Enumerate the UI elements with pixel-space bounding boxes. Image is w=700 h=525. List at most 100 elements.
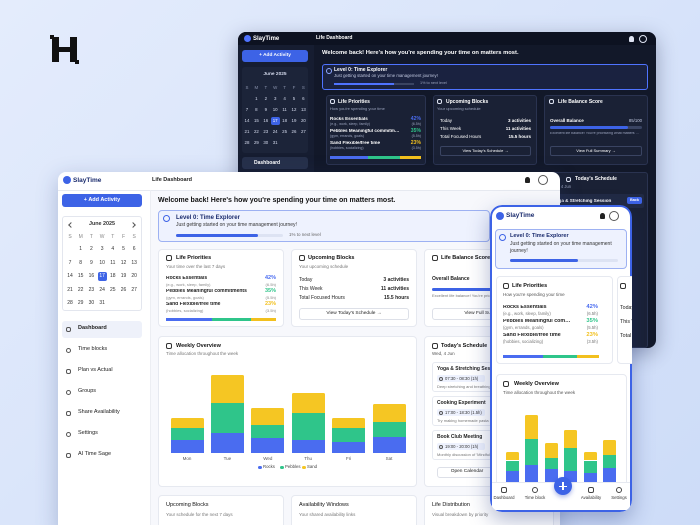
calendar-day[interactable]: 29 xyxy=(77,300,84,306)
calendar-day[interactable]: 15 xyxy=(253,118,259,123)
calendar-day[interactable]: 18 xyxy=(282,118,288,123)
calendar-day[interactable]: 6 xyxy=(132,246,136,252)
calendar-day[interactable]: 8 xyxy=(79,259,83,266)
calendar-day[interactable]: 29 xyxy=(253,140,259,145)
calendar-day[interactable]: 28 xyxy=(67,300,73,306)
calendar-day[interactable]: 25 xyxy=(110,286,116,293)
button[interactable] xyxy=(299,308,409,320)
button-label[interactable]: View Today's Schedule → xyxy=(462,148,509,153)
calendar-day[interactable]: 1 xyxy=(79,246,83,252)
calendar-day[interactable]: 18 xyxy=(110,273,116,279)
nav-label[interactable]: Plan vs Actual xyxy=(78,367,113,373)
calendar-day[interactable]: 7 xyxy=(245,107,249,112)
calendar-day[interactable]: 4 xyxy=(111,246,115,252)
button-label[interactable]: Open Calendar xyxy=(450,469,484,474)
button[interactable] xyxy=(440,146,531,156)
calendar-day[interactable]: 22 xyxy=(77,286,84,293)
nav-label[interactable]: Dashboard xyxy=(493,495,515,500)
icon xyxy=(620,283,626,289)
calendar-day[interactable]: 21 xyxy=(244,129,250,134)
nav-item-active[interactable] xyxy=(62,321,142,338)
calendar-day[interactable]: 23 xyxy=(88,286,95,293)
nav-label[interactable]: Availability xyxy=(580,495,602,500)
calendar-day[interactable]: 20 xyxy=(131,273,137,279)
calendar-day[interactable]: 15 xyxy=(77,273,84,279)
calendar-day[interactable]: 11 xyxy=(110,259,116,266)
calendar-day[interactable]: 11 xyxy=(282,107,287,112)
calendar-day[interactable]: 12 xyxy=(291,107,297,112)
card-subtitle: Your time over the last 7 days xyxy=(166,263,226,269)
nav-label[interactable]: Groups xyxy=(78,388,97,394)
nav-label[interactable]: AI Time Sage xyxy=(78,451,112,457)
calendar-day[interactable]: 27 xyxy=(131,286,137,293)
priority-note: (gym, errands, goals) xyxy=(330,134,364,139)
calendar-day[interactable]: 31 xyxy=(99,300,105,306)
button-label[interactable]: View Full Summary → xyxy=(464,310,512,316)
calendar-day[interactable]: 4 xyxy=(283,96,286,101)
calendar-day[interactable]: 3 xyxy=(273,96,277,101)
calendar-day[interactable]: 24 xyxy=(99,286,105,293)
priority-hours: (5.5h) xyxy=(411,134,421,139)
add-activity-button[interactable] xyxy=(62,194,142,207)
calendar-day[interactable]: 16 xyxy=(88,273,95,279)
calendar-day[interactable]: 26 xyxy=(120,286,127,293)
calendar-day[interactable]: 8 xyxy=(255,107,258,112)
calendar-day[interactable]: 24 xyxy=(272,129,278,134)
calendar-day[interactable]: 19 xyxy=(120,273,127,279)
calendar-day[interactable]: 14 xyxy=(67,273,73,279)
nav-label[interactable]: Dashboard xyxy=(254,160,281,166)
nav-item-active[interactable] xyxy=(242,157,308,169)
calendar-day[interactable]: 9 xyxy=(264,107,268,112)
calendar-day[interactable]: 2 xyxy=(264,96,268,101)
calendar-day[interactable]: 9 xyxy=(90,259,93,266)
calendar-day[interactable]: 12 xyxy=(120,259,127,266)
weekday-label: M xyxy=(78,234,83,240)
calendar-day[interactable]: 6 xyxy=(302,96,305,101)
logo-part xyxy=(59,47,70,52)
nav-label[interactable]: Settings xyxy=(611,495,627,500)
sidebar-divider xyxy=(150,190,151,525)
button-label[interactable]: + Add Activity xyxy=(259,53,291,58)
nav-label[interactable]: Settings xyxy=(78,430,98,436)
page-title: Life Dashboard xyxy=(316,35,353,41)
icon xyxy=(166,255,172,261)
upcoming-value: 15.5 hours xyxy=(383,295,409,301)
calendar-day[interactable]: 30 xyxy=(88,300,95,306)
calendar-day[interactable]: 23 xyxy=(263,129,269,134)
calendar-day[interactable]: 19 xyxy=(291,118,297,123)
calendar-day[interactable]: 17 xyxy=(99,273,105,279)
calendar-day[interactable]: 26 xyxy=(291,129,297,134)
calendar-day[interactable]: 31 xyxy=(272,140,278,145)
priority-hours: (6.5h) xyxy=(586,310,598,316)
calendar-day[interactable]: 5 xyxy=(122,246,125,252)
nav-label[interactable]: Time block xyxy=(524,495,546,500)
nav-label[interactable]: Share Availability xyxy=(78,409,120,415)
calendar-day[interactable]: 3 xyxy=(100,246,104,252)
calendar-day[interactable]: 20 xyxy=(300,118,306,123)
calendar-day[interactable]: 13 xyxy=(300,107,306,112)
calendar-day[interactable]: 22 xyxy=(253,129,259,134)
calendar-day[interactable]: 17 xyxy=(272,118,278,123)
button-label[interactable]: View Today's Schedule → xyxy=(326,310,382,316)
calendar-day[interactable]: 13 xyxy=(131,259,137,266)
button[interactable] xyxy=(550,146,642,156)
schedule-date: Wed, 4 Jun xyxy=(432,351,455,356)
calendar-day[interactable]: 21 xyxy=(67,286,73,293)
add-activity-button[interactable] xyxy=(242,50,308,62)
nav-label[interactable]: Time blocks xyxy=(78,346,108,352)
calendar-day[interactable]: 14 xyxy=(244,118,250,123)
calendar-day[interactable]: 16 xyxy=(263,118,269,123)
calendar-day[interactable]: 2 xyxy=(90,246,93,252)
calendar-day[interactable]: 27 xyxy=(300,129,306,134)
calendar-day[interactable]: 30 xyxy=(263,140,269,145)
button-label[interactable]: View Full Summary → xyxy=(576,148,616,153)
calendar-day[interactable]: 10 xyxy=(272,107,278,112)
calendar-day[interactable]: 7 xyxy=(68,259,72,266)
calendar-day[interactable]: 10 xyxy=(99,259,105,266)
calendar-day[interactable]: 5 xyxy=(292,96,296,101)
calendar-day[interactable]: 1 xyxy=(255,96,258,101)
calendar-day[interactable]: 25 xyxy=(282,129,288,134)
nav-label[interactable]: Dashboard xyxy=(78,325,107,331)
calendar-day[interactable]: 28 xyxy=(244,140,250,145)
button-label[interactable]: + Add Activity xyxy=(83,197,121,203)
